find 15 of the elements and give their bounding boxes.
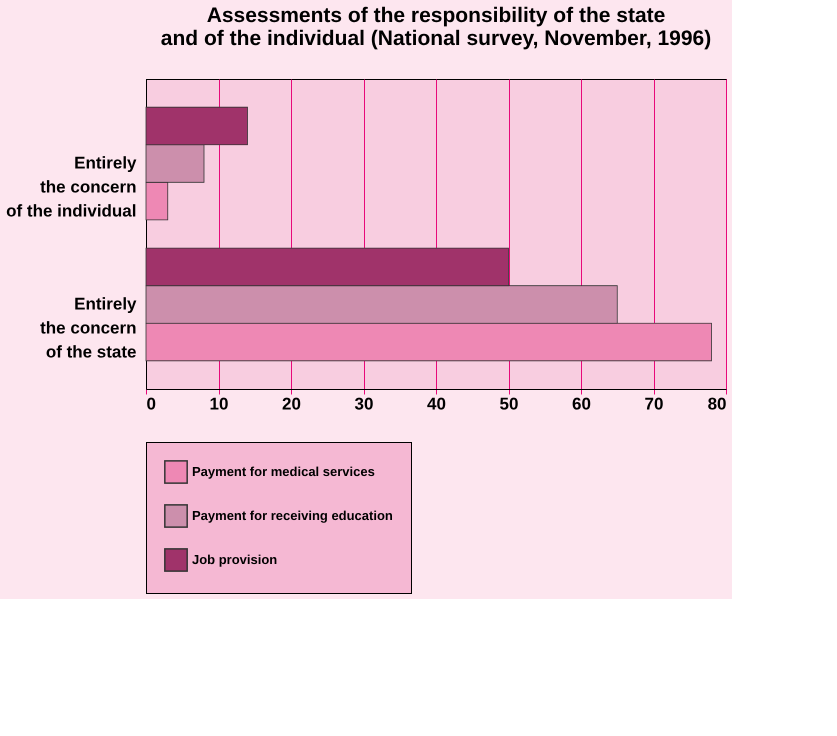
- x-tick-label: 10: [210, 394, 228, 414]
- x-tick-label: 50: [500, 394, 518, 414]
- x-tick-label: 0: [146, 394, 156, 414]
- x-tick-label: 80: [708, 394, 726, 414]
- y-tick-label: Entirely the concern of the individual: [6, 154, 138, 221]
- y-tick-label: Entirely the concern of the state: [40, 294, 138, 362]
- x-tick-label: 20: [282, 394, 301, 414]
- legend-label: Job provision: [192, 552, 278, 567]
- x-tick-label: 60: [572, 394, 591, 414]
- x-tick-label: 40: [427, 394, 446, 414]
- legend-label: Payment for receiving education: [192, 508, 393, 523]
- chart-title: Assessments of the responsibility of the state and of the individual (National survey, November, 1996): [160, 4, 712, 50]
- legend-label: Payment for medical services: [192, 464, 375, 479]
- x-tick-label: 30: [354, 394, 374, 414]
- x-tick-label: 70: [644, 394, 664, 414]
